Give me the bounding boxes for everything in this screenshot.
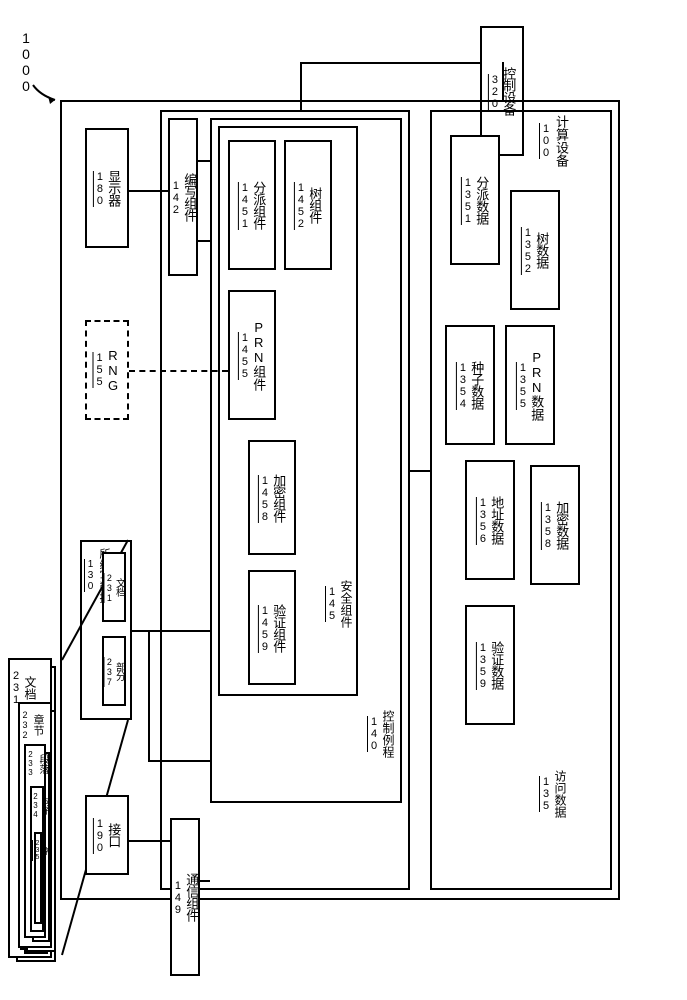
prn-data-box: PRN数据 1355 <box>505 325 555 445</box>
rng-box: RNG 155 <box>85 320 129 420</box>
address-data-box: 地址数据 1356 <box>465 460 515 580</box>
conn-edit-ctrl2 <box>198 240 210 242</box>
nested-paragraph-label: 段落 233 <box>26 750 50 777</box>
verify-component-box: 验证组件 1459 <box>248 570 296 685</box>
conn-edit-ctrl1 <box>198 160 210 162</box>
verify-data-box: 验证数据 1359 <box>465 605 515 725</box>
part-box: 部分 237 <box>102 636 126 706</box>
dispatch-component-box: 分派组件 1451 <box>228 140 276 270</box>
conn-display-edit <box>129 190 168 192</box>
conn-ctrldev-comp <box>502 62 504 100</box>
comm-component-box: 通信组件 149 <box>170 818 200 976</box>
edit-component-box: 编写组件 142 <box>168 118 198 276</box>
display-box: 显示器 180 <box>85 128 129 248</box>
conn-comm-ctrl <box>200 880 210 882</box>
encrypt-component-box: 加密组件 1458 <box>248 440 296 555</box>
conn-comm-intf <box>129 840 170 842</box>
nested-sentence-label: 句子 234 <box>31 792 53 819</box>
conn-ctrl-access <box>410 470 430 472</box>
access-data-label: 访问数据 135 <box>540 770 569 818</box>
conn-ctrldev-comp2 <box>300 62 302 110</box>
conn-ctrldev-h <box>300 62 480 64</box>
figure-number: 1000 <box>18 30 34 94</box>
security-component-label: 安全组件 145 <box>326 580 355 628</box>
tree-component-box: 树组件 1452 <box>284 140 332 270</box>
dispatch-data-box: 分派数据 1351 <box>450 135 500 265</box>
nested-chapter-label: 章节 232 <box>20 710 46 740</box>
conn-written-ctrl <box>132 630 210 632</box>
prn-component-box: PRN组件 1455 <box>228 290 276 420</box>
seed-data-box: 种子数据 1354 <box>445 325 495 445</box>
control-routine-label: 控制例程 140 <box>368 710 397 758</box>
tree-data-box: 树数据 1352 <box>510 190 560 310</box>
conn-rng-prn <box>129 370 228 372</box>
conn-written-v <box>148 630 150 760</box>
conn-written-h2 <box>148 760 210 762</box>
interface-box: 接口 190 <box>85 795 129 875</box>
nested-word-label: 字 235 <box>34 840 52 861</box>
document-small-box: 文档 231 <box>102 552 126 622</box>
encrypt-data-box: 加密数据 1358 <box>530 465 580 585</box>
